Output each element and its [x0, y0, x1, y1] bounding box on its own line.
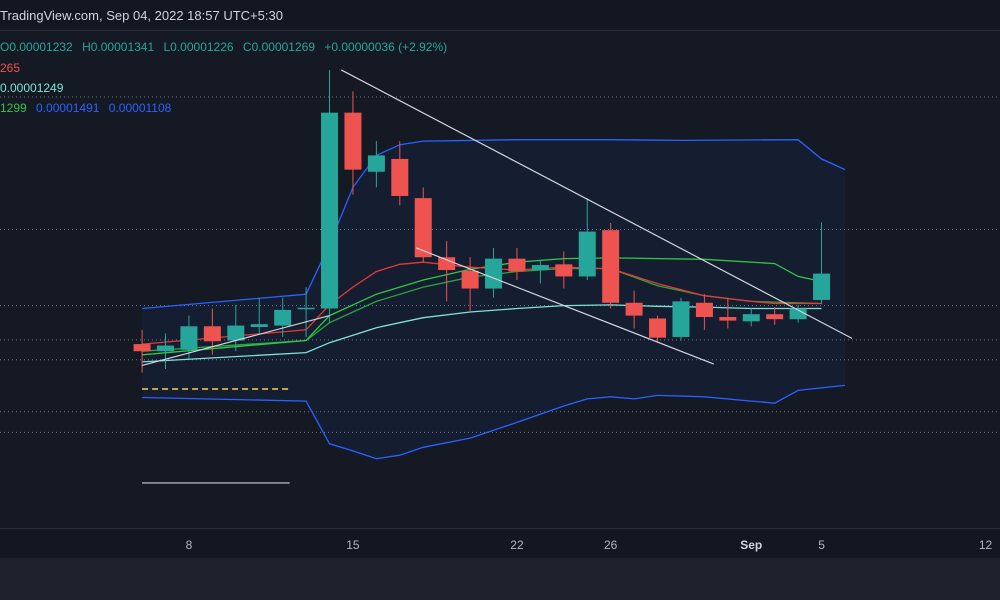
candle-body — [274, 309, 292, 326]
legend-high: H0.00001341 — [82, 40, 155, 54]
ohlc-legend: O0.00001232 H0.00001341 L0.00001226 C0.0… — [0, 40, 453, 54]
candle-body — [789, 308, 807, 320]
legend-open: O0.00001232 — [0, 40, 73, 54]
bollinger-legend: 1299 0.00001491 0.00001108 — [0, 101, 177, 115]
ma-cyan-legend: 0.00001249 — [0, 81, 69, 95]
legend-ma-red-value: 265 — [0, 61, 21, 75]
candle-body — [555, 264, 573, 277]
candle-body — [625, 302, 643, 316]
candle-body — [672, 301, 690, 337]
candle-body — [766, 314, 784, 320]
legend-ma-cyan-value: 0.00001249 — [0, 81, 64, 95]
candle-body — [602, 230, 620, 303]
candle-body — [250, 324, 268, 327]
trendline — [415, 247, 714, 365]
bottom-toolbar — [0, 558, 1000, 600]
candle-body — [367, 155, 385, 172]
candle-body — [321, 112, 339, 309]
x-tick-label: 26 — [603, 538, 618, 552]
candle-body — [227, 325, 245, 341]
legend-bb-upper: 0.00001491 — [36, 101, 100, 115]
x-tick-label: 22 — [510, 538, 524, 552]
candle-body — [742, 314, 760, 322]
trendline — [340, 69, 853, 339]
x-tick-label: 8 — [185, 538, 193, 552]
candle-body — [649, 318, 667, 338]
trendline — [141, 315, 330, 367]
legend-low: L0.00001226 — [163, 40, 234, 54]
candle-body — [180, 326, 198, 350]
bollinger-lower-line — [142, 384, 846, 460]
candle-body — [578, 231, 596, 277]
x-tick-label: 12 — [978, 538, 993, 552]
legend-change: +0.00000036 (+2.92%) — [324, 40, 448, 54]
legend-bb-basis: 1299 — [0, 101, 27, 115]
legend-close: C0.00001269 — [242, 40, 315, 54]
price-chart[interactable] — [0, 0, 1000, 528]
ma-red-legend: 265 — [0, 61, 26, 75]
bollinger-band-fill — [142, 139, 846, 459]
candle-body — [695, 302, 713, 318]
candle-body — [157, 345, 175, 352]
time-axis[interactable]: 8 15 22 26 Sep 5 12 — [0, 528, 1000, 559]
brand-text: TradingView.com, Sep 04, 2022 18:57 UTC+… — [0, 8, 283, 23]
candle-body — [297, 307, 315, 310]
x-tick-label: 5 — [818, 538, 825, 552]
candle-body — [438, 257, 456, 271]
candle-body — [133, 344, 151, 352]
candle-body — [531, 265, 549, 271]
header-bar: TradingView.com, Sep 04, 2022 18:57 UTC+… — [0, 0, 1000, 31]
candle-body — [344, 112, 362, 170]
candle-body — [461, 270, 479, 289]
candle-body — [391, 158, 409, 196]
x-tick-label: Sep — [740, 538, 763, 552]
candle-body — [719, 317, 737, 321]
candle-body — [508, 258, 526, 272]
x-tick-label: 15 — [346, 538, 360, 552]
candle-body — [813, 273, 831, 300]
legend-bb-lower: 0.00001108 — [108, 101, 172, 115]
candle-body — [485, 258, 503, 289]
candle-body — [414, 198, 432, 258]
candle-body — [203, 326, 221, 342]
